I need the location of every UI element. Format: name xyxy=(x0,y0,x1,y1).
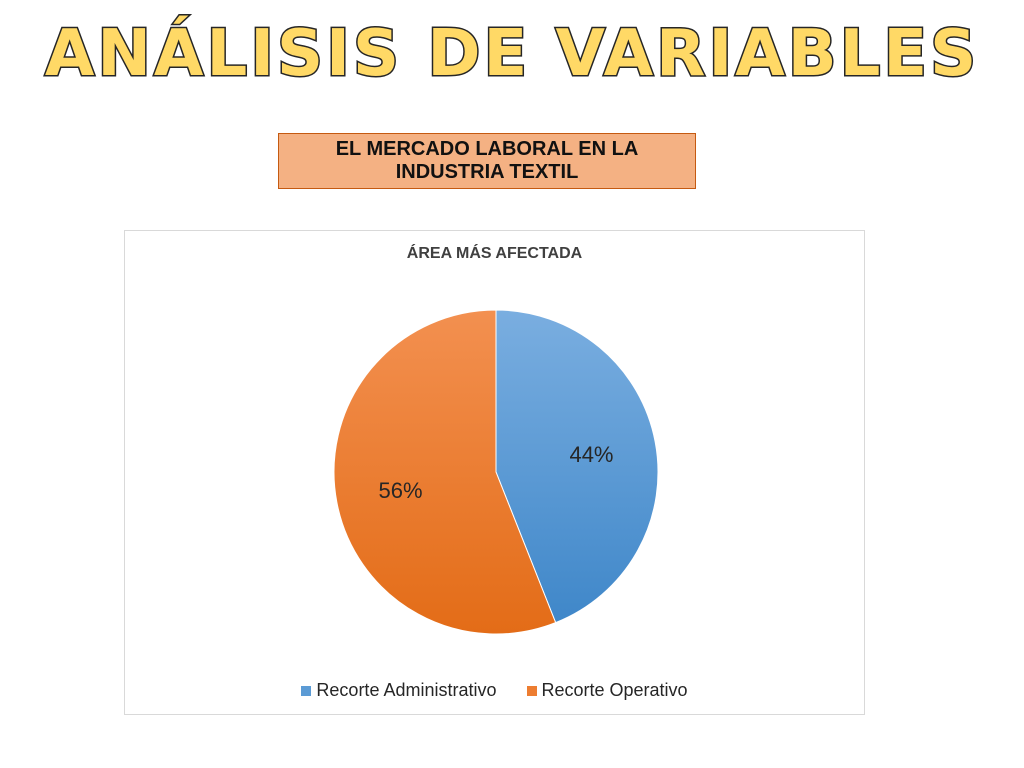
data-label: 56% xyxy=(378,478,422,503)
subtitle-text: EL MERCADO LABORAL EN LA INDUSTRIA TEXTI… xyxy=(335,138,639,183)
pie-chart: ÁREA MÁS AFECTADA 44% 56% Recorte Adminis… xyxy=(124,230,865,715)
legend-swatch xyxy=(526,685,537,696)
legend-item-recorte-operativo: Recorte Operativo xyxy=(526,680,688,701)
data-label: 44% xyxy=(569,442,613,467)
legend-item-recorte-administrativo: Recorte Administrativo xyxy=(301,680,497,701)
pie-plot-area: 44% 56% xyxy=(333,309,659,635)
chart-title: ÁREA MÁS AFECTADA xyxy=(406,245,583,262)
pie-slice-recorte-operativo xyxy=(333,309,557,635)
legend-swatch xyxy=(301,685,312,696)
slide-title: ANÁLISIS DE VARIABLES xyxy=(43,16,980,93)
chart-legend: Recorte Administrativo Recorte Operativo xyxy=(125,680,864,701)
legend-label: Recorte Administrativo xyxy=(316,680,497,700)
legend-label: Recorte Operativo xyxy=(541,680,688,700)
pie-slice-recorte-administrativo xyxy=(495,309,659,624)
subtitle-box: EL MERCADO LABORAL EN LA INDUSTRIA TEXTI… xyxy=(278,133,696,189)
